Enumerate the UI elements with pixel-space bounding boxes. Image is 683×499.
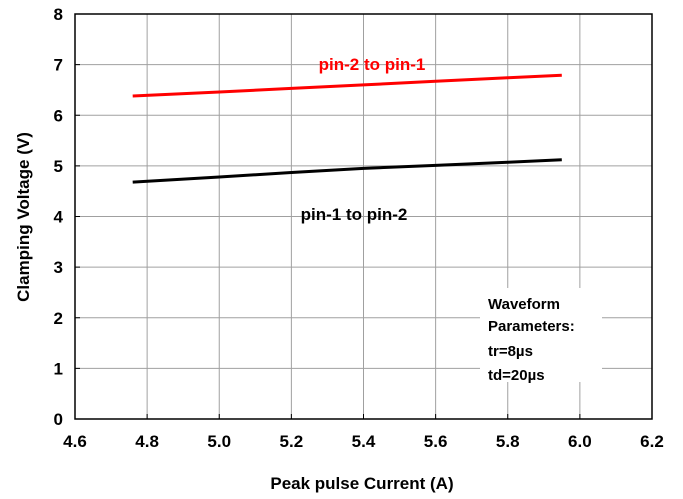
box-line-4: td=20µs — [488, 367, 545, 384]
x-axis-label: Peak pulse Current (A) — [270, 474, 453, 493]
x-tick-label: 5.8 — [496, 432, 520, 451]
box-line-1: Waveform — [488, 296, 560, 313]
series-label-pin2-to-pin1: pin-2 to pin-1 — [319, 55, 426, 74]
y-tick-label: 8 — [54, 5, 63, 24]
x-axis-ticks: 4.6 4.8 5.0 5.2 5.4 5.6 5.8 6.0 6.2 — [63, 414, 664, 451]
y-tick-label: 5 — [54, 157, 63, 176]
box-line-2: Parameters: — [488, 318, 575, 335]
y-tick-label: 7 — [54, 56, 63, 75]
x-tick-label: 4.8 — [135, 432, 159, 451]
x-tick-label: 5.4 — [352, 432, 376, 451]
x-tick-label: 5.2 — [280, 432, 304, 451]
x-tick-label: 6.0 — [568, 432, 592, 451]
series-layer — [132, 73, 562, 184]
y-axis-label: Clamping Voltage (V) — [14, 132, 33, 302]
y-axis-ticks: 0 1 2 3 4 5 6 7 8 — [54, 5, 80, 429]
x-tick-label: 5.6 — [424, 432, 448, 451]
x-tick-label: 6.2 — [640, 432, 664, 451]
y-tick-label: 3 — [54, 258, 63, 277]
series-line-pin2-to-pin1 — [132, 73, 562, 98]
y-tick-label: 2 — [54, 309, 63, 328]
x-tick-label: 5.0 — [207, 432, 231, 451]
y-tick-label: 0 — [54, 410, 63, 429]
y-tick-label: 4 — [54, 208, 64, 227]
y-tick-label: 1 — [54, 359, 63, 378]
box-line-3: tr=8µs — [488, 343, 533, 360]
series-line-pin1-to-pin2 — [132, 158, 562, 184]
x-tick-label: 4.6 — [63, 432, 87, 451]
waveform-parameters-box: Waveform Parameters: tr=8µs td=20µs — [480, 288, 602, 384]
series-label-pin1-to-pin2: pin-1 to pin-2 — [301, 205, 408, 224]
y-tick-label: 6 — [54, 106, 63, 125]
